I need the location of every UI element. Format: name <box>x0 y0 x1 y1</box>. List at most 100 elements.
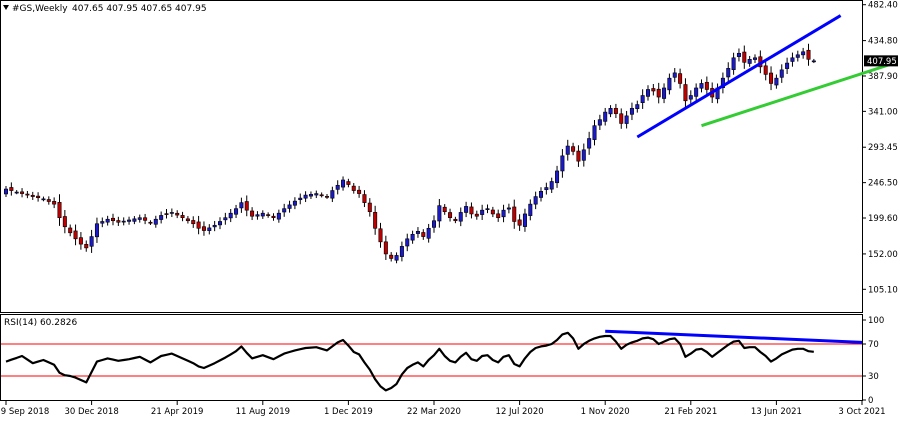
bear-candle <box>742 51 747 63</box>
time-tick-label: 11 Aug 2019 <box>236 407 290 417</box>
bull-candle <box>597 119 602 126</box>
bull-candle <box>640 95 645 104</box>
bull-candle <box>127 219 132 222</box>
price-tick-label: 434.80 <box>868 37 898 47</box>
time-tick-label: 9 Sep 2018 <box>1 407 49 417</box>
bull-candle <box>645 89 650 97</box>
rsi-divergence-trendline[interactable] <box>605 329 863 344</box>
price-tick-label: 387.90 <box>868 72 898 82</box>
rsi-axis: 100 70 30 0 <box>862 316 884 406</box>
bear-candle <box>357 189 362 194</box>
bull-candle <box>544 187 549 190</box>
bear-candle <box>474 213 479 217</box>
bull-candle <box>506 207 511 210</box>
bear-candle <box>383 241 388 255</box>
time-tick-label: 21 Feb 2021 <box>664 407 717 417</box>
bear-candle <box>806 49 811 60</box>
price-tick-label: 482.40 <box>868 1 898 11</box>
bear-candle <box>373 212 378 229</box>
bear-candle <box>651 88 656 92</box>
bull-candle <box>688 95 693 100</box>
bull-candle <box>394 255 399 261</box>
bull-candle <box>480 209 485 215</box>
bull-candle <box>218 221 223 226</box>
bull-candle <box>720 77 725 89</box>
bull-candle <box>121 220 126 223</box>
bull-candle <box>341 179 346 188</box>
bull-candle <box>234 208 239 215</box>
bull-candle <box>159 215 164 220</box>
time-tick-label: 3 Oct 2021 <box>838 407 885 417</box>
bear-candle <box>244 201 249 211</box>
bull-candle <box>603 111 608 122</box>
bull-candle <box>785 62 790 69</box>
bull-candle <box>464 206 469 213</box>
bull-candle <box>694 87 699 97</box>
bear-candle <box>442 206 447 212</box>
bear-candle <box>389 254 394 259</box>
symbol-timeframe-label: #GS,Weekly <box>12 4 68 14</box>
bear-candle <box>512 206 517 222</box>
upper-channel-trendline[interactable] <box>636 14 842 139</box>
bear-candle <box>346 181 351 185</box>
bull-candle <box>699 83 704 89</box>
price-tick-label: 246.50 <box>868 179 898 189</box>
price-tick-label: 293.45 <box>868 143 898 153</box>
bull-candle <box>137 217 142 220</box>
bull-candle <box>153 218 158 225</box>
time-axis: 9 Sep 2018 30 Dec 2018 21 Apr 2019 11 Aug 2… <box>1 401 886 417</box>
rsi-levels <box>1 343 862 377</box>
bull-candle <box>228 212 233 219</box>
bull-candle <box>752 57 757 60</box>
bull-candle <box>731 57 736 71</box>
bull-candle <box>811 60 816 63</box>
bull-candle <box>41 198 46 201</box>
bear-candle <box>362 194 367 203</box>
bull-candle <box>662 87 667 99</box>
time-tick-label: 21 Apr 2019 <box>151 407 204 417</box>
bear-candle <box>57 202 62 219</box>
price-trendlines <box>636 14 895 139</box>
bull-candle <box>292 200 297 206</box>
bull-candle <box>4 188 9 195</box>
bull-candle <box>774 77 779 86</box>
price-tick-label: 199.60 <box>868 214 898 224</box>
chevron-down-icon[interactable] <box>3 5 9 10</box>
last-price-tag-background <box>864 55 898 67</box>
price-axis: 482.40 434.80 387.90 341.00 293.45 246.50 199.… <box>862 1 898 295</box>
bear-candle <box>250 210 255 217</box>
bear-candle <box>68 227 73 234</box>
bear-candle <box>704 81 709 90</box>
bull-candle <box>565 145 570 155</box>
bull-candle <box>801 51 806 56</box>
bull-candle <box>624 115 629 124</box>
bull-candle <box>260 212 265 217</box>
bull-candle <box>431 220 436 228</box>
bull-candle <box>399 246 404 257</box>
bull-candle <box>528 203 533 216</box>
bear-candle <box>201 226 206 231</box>
rsi-indicator-label: RSI(14) 60.2826 <box>4 318 77 328</box>
lower-support-trendline[interactable] <box>701 61 895 128</box>
rsi-line <box>5 331 814 392</box>
bear-candle <box>164 213 169 215</box>
bull-candle <box>282 208 287 213</box>
rsi-tick-label: 70 <box>868 340 879 350</box>
bear-candle <box>84 244 89 249</box>
bull-candle <box>790 57 795 62</box>
bull-candle <box>538 191 543 198</box>
bear-candle <box>196 221 201 229</box>
time-tick-label: 1 Nov 2020 <box>581 407 630 417</box>
chart-header: #GS,Weekly 407.65 407.95 407.65 407.95 <box>3 4 207 14</box>
bull-candle <box>608 108 613 115</box>
last-price-tag: 407.95 <box>864 55 898 67</box>
bull-candle <box>533 196 538 205</box>
bull-candle <box>223 217 228 221</box>
bear-candle <box>191 220 196 225</box>
bear-candle <box>469 206 474 215</box>
bull-candle <box>581 149 586 161</box>
bear-candle <box>656 88 661 98</box>
bull-candle <box>298 197 303 201</box>
